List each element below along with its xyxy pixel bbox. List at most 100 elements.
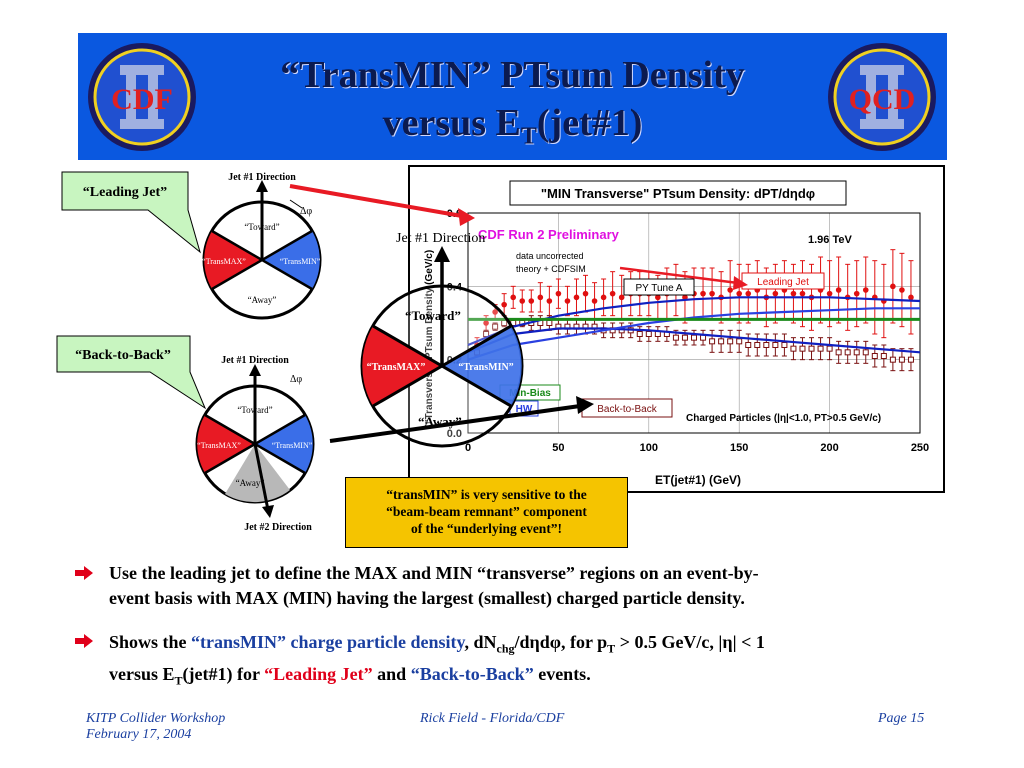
back-to-back-point bbox=[763, 342, 770, 348]
note-line-2: “beam-beam remnant” component bbox=[386, 504, 587, 519]
leading-jet-point bbox=[835, 287, 842, 293]
back-to-back-point bbox=[826, 345, 833, 352]
leading-jet-point bbox=[727, 287, 733, 293]
back-to-back-point bbox=[546, 320, 553, 326]
dphi-label-b: Δφ bbox=[290, 374, 302, 385]
back-to-back-point bbox=[718, 338, 725, 345]
x-tick-label: 250 bbox=[911, 442, 929, 454]
away-label: “Away” bbox=[248, 295, 277, 305]
leading-jet-point bbox=[519, 298, 526, 304]
back-to-back-point bbox=[691, 334, 697, 341]
curve-py-tune-a-back-to-back- bbox=[467, 327, 921, 354]
back-to-back-point bbox=[745, 342, 752, 348]
bullet-1-line-1: Use the leading jet to define the MAX an… bbox=[109, 563, 759, 583]
x-tick-label: 200 bbox=[820, 442, 838, 454]
leading-jet-point bbox=[600, 294, 607, 301]
leading-jet-point bbox=[582, 290, 589, 297]
footer-date: February 17, 2004 bbox=[86, 727, 192, 742]
leading-jet-point bbox=[537, 294, 544, 301]
bullet-arrow-icon bbox=[75, 634, 93, 648]
back-to-back-point bbox=[889, 356, 896, 363]
leading-jet-highlight: “Leading Jet” bbox=[264, 663, 373, 684]
back-to-back-point bbox=[844, 349, 851, 356]
energy-label: 1.96 TeV bbox=[808, 234, 852, 246]
note-line-1: “transMIN” is very sensitive to the bbox=[386, 487, 587, 502]
leading-jet-point bbox=[591, 298, 598, 304]
leading-jet-label: “Leading Jet” bbox=[83, 185, 167, 200]
jet1-direction-label: Jet #1 Direction bbox=[228, 172, 296, 183]
leading-jet-legend-box: Leading Jet bbox=[741, 272, 825, 290]
back-to-back-label: “Back-to-Back” bbox=[75, 348, 171, 363]
footer-left: KITP Collider Workshop February 17, 2004 bbox=[86, 711, 225, 743]
leading-jet-legend: Leading Jet bbox=[757, 277, 809, 288]
leading-jet-point bbox=[862, 287, 869, 293]
jet1-direction-label-b: Jet #1 Direction bbox=[221, 355, 289, 366]
qcd-logo: QCD bbox=[828, 43, 936, 151]
chart-title-box: "MIN Transverse" PTsum Density: dPT/dηdφ bbox=[509, 180, 847, 206]
back-to-back-point bbox=[799, 345, 806, 352]
back-to-back-point bbox=[709, 338, 716, 345]
back-to-back-diagram: Jet #1 Direction Δφ “Toward” “TransMAX” … bbox=[195, 355, 315, 533]
leading-jet-point bbox=[501, 301, 507, 308]
back-to-back-point bbox=[817, 345, 824, 352]
back-to-back-point bbox=[898, 356, 905, 363]
leading-jet-point bbox=[528, 298, 535, 304]
leading-jet-point bbox=[908, 294, 914, 301]
toward-label-b: “Toward” bbox=[237, 405, 272, 415]
slide-title-line-1: “TransMIN” PTsum Density bbox=[280, 54, 745, 96]
bullet-arrow-icon bbox=[75, 566, 93, 580]
back-to-back-point bbox=[853, 349, 860, 356]
back-to-back-legend: Back-to-Back bbox=[597, 404, 657, 415]
footer-author: Rick Field - Florida/CDF bbox=[420, 711, 565, 726]
leading-jet-point bbox=[546, 298, 553, 304]
back-to-back-point bbox=[862, 349, 869, 356]
leading-jet-point bbox=[510, 294, 516, 301]
back-to-back-point bbox=[907, 356, 914, 363]
footer-workshop: KITP Collider Workshop bbox=[86, 711, 226, 726]
leading-jet-point bbox=[609, 290, 616, 297]
away-label-large: “Away” bbox=[418, 414, 462, 429]
note-line-3: of the “underlying event”! bbox=[410, 521, 563, 536]
leading-jet-point bbox=[483, 320, 489, 326]
plot-area bbox=[467, 212, 921, 434]
back-to-back-point bbox=[636, 331, 643, 337]
back-to-back-point bbox=[672, 334, 679, 341]
leading-jet-point bbox=[618, 294, 625, 301]
leading-jet-point bbox=[709, 290, 715, 297]
title-bar: CDF QCD “TransMIN” PTsum Density versus … bbox=[78, 33, 947, 160]
leading-jet-point bbox=[700, 290, 706, 297]
bullet-2-line-1: Shows the “transMIN” charge particle den… bbox=[109, 632, 765, 656]
back-to-back-callout: “Back-to-Back” bbox=[56, 335, 207, 410]
bullet-2-line-2: versus ET(jet#1) for “Leading Jet” and “… bbox=[109, 663, 591, 688]
jet1-direction-label-large: Jet #1 Direction bbox=[396, 231, 485, 246]
leading-jet-point bbox=[655, 294, 661, 301]
leading-jet-point bbox=[555, 290, 562, 297]
bullet-1: Use the leading jet to define the MAX an… bbox=[109, 561, 989, 611]
sensitivity-note: “transMIN” is very sensitive to the “bea… bbox=[345, 477, 628, 548]
back-to-back-point bbox=[808, 345, 815, 352]
toward-label-large: “Toward” bbox=[405, 308, 461, 323]
transmax-label-large: “TransMAX” bbox=[367, 362, 426, 373]
toward-label: “Toward” bbox=[244, 222, 279, 232]
svg-text:CDF: CDF bbox=[111, 83, 173, 116]
chart-title: "MIN Transverse" PTsum Density: dPT/dηdφ bbox=[541, 186, 815, 201]
py-tune-a-box: PY Tune A bbox=[623, 278, 695, 296]
back-to-back-point bbox=[736, 338, 743, 345]
x-tick-label: 150 bbox=[730, 442, 748, 454]
leading-jet-point bbox=[573, 294, 580, 301]
back-to-back-point bbox=[772, 342, 779, 348]
py-tune-a-label: PY Tune A bbox=[635, 283, 682, 294]
charged-particles-label: Charged Particles (|η|<1.0, PT>0.5 GeV/c… bbox=[686, 413, 881, 424]
x-tick-label: 100 bbox=[640, 442, 658, 454]
back-to-back-point bbox=[835, 349, 842, 356]
cdf-logo: CDF bbox=[88, 43, 196, 151]
transmin-label: “TransMIN” bbox=[280, 257, 321, 266]
x-tick-label: 50 bbox=[552, 442, 564, 454]
back-to-back-point bbox=[781, 342, 788, 348]
leading-jet-point bbox=[826, 290, 833, 297]
leading-jet-point bbox=[772, 290, 779, 297]
data-note-1: data uncorrected bbox=[516, 251, 584, 261]
large-event-diagram: Jet #1 Direction “Toward” “TransMAX” “Tr… bbox=[360, 231, 524, 448]
transmax-label-b: “TransMAX” bbox=[197, 441, 241, 450]
